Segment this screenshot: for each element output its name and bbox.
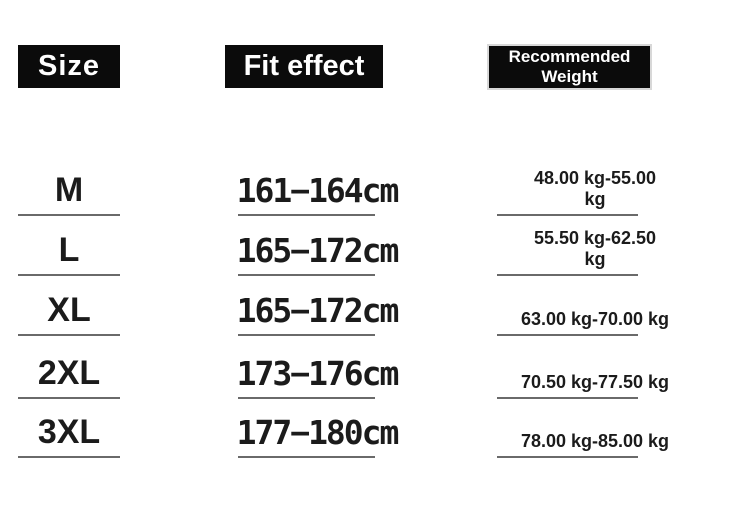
fit-underline xyxy=(238,397,375,399)
fit-effect-value-2xl: 173−176cm xyxy=(236,354,400,393)
fit-underline xyxy=(238,456,375,458)
fit-effect-value-3xl: 177−180cm xyxy=(236,413,400,452)
size-value-l: L xyxy=(58,231,80,269)
size-value-xl: XL xyxy=(47,291,91,329)
size-value-m: M xyxy=(54,171,84,209)
weight-underline xyxy=(497,456,638,458)
size-underline xyxy=(18,334,120,336)
fit-effect-column-header: Fit effect xyxy=(225,45,383,88)
weight-underline xyxy=(497,334,638,336)
weight-value-l: 55.50 kg-62.50 kg xyxy=(533,227,657,269)
weight-underline xyxy=(497,214,638,216)
recommended-weight-column-header: Recommended Weight xyxy=(489,46,650,88)
size-column-header: Size xyxy=(18,45,120,88)
size-underline xyxy=(18,397,120,399)
fit-effect-value-xl: 165−172cm xyxy=(236,291,400,330)
weight-underline xyxy=(497,397,638,399)
size-value-3xl: 3XL xyxy=(37,413,101,451)
size-underline xyxy=(18,214,120,216)
size-underline xyxy=(18,274,120,276)
weight-value-3xl: 78.00 kg-85.00 kg xyxy=(520,430,670,451)
weight-value-xl: 63.00 kg-70.00 kg xyxy=(520,308,670,329)
size-value-2xl: 2XL xyxy=(37,354,101,392)
fit-underline xyxy=(238,214,375,216)
weight-underline xyxy=(497,274,638,276)
fit-effect-value-m: 161−164cm xyxy=(236,171,400,210)
weight-value-m: 48.00 kg-55.00 kg xyxy=(533,167,657,209)
size-underline xyxy=(18,456,120,458)
fit-underline xyxy=(238,334,375,336)
fit-effect-value-l: 165−172cm xyxy=(236,231,400,270)
fit-underline xyxy=(238,274,375,276)
weight-value-2xl: 70.50 kg-77.50 kg xyxy=(520,371,670,392)
